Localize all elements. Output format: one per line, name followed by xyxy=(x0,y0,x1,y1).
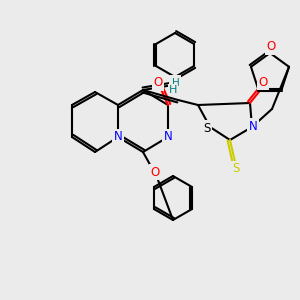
Text: S: S xyxy=(203,122,211,134)
Text: O: O xyxy=(258,76,268,88)
Text: O: O xyxy=(153,76,163,89)
Text: H: H xyxy=(169,85,177,95)
Text: N: N xyxy=(114,130,122,143)
Text: O: O xyxy=(266,40,276,53)
Text: S: S xyxy=(232,163,240,176)
Text: N: N xyxy=(164,130,172,143)
Text: N: N xyxy=(249,119,257,133)
Text: O: O xyxy=(150,166,160,178)
Text: H: H xyxy=(172,78,180,88)
Text: O: O xyxy=(170,76,180,89)
